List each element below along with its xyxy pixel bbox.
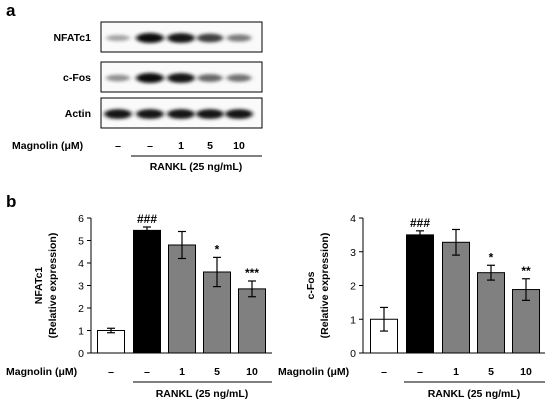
- x-tick-label: –: [144, 366, 150, 378]
- error-bar: [380, 306, 388, 332]
- bar: [133, 229, 161, 354]
- x-tick-label: 1: [453, 366, 459, 378]
- significance-marker: *: [215, 242, 220, 256]
- bar: [168, 244, 196, 354]
- blot-band: [197, 74, 223, 82]
- blot-band: [167, 33, 195, 43]
- bar: [442, 241, 470, 354]
- x-tick-label: 5: [488, 366, 494, 378]
- y-tick-label: 1: [350, 314, 356, 326]
- y-axis-label: c-Fos: [305, 271, 317, 299]
- blot-band: [167, 109, 195, 119]
- blot-3: Actin: [65, 97, 263, 129]
- panel-a-lane-labels: – – 1 5 10: [115, 140, 245, 152]
- blot-band: [196, 109, 224, 119]
- blot-band: [106, 34, 130, 42]
- bar: [406, 234, 434, 354]
- blot-band: [136, 73, 164, 83]
- y-axis-label-line-2: (Relative expression): [47, 233, 59, 339]
- lane-label: –: [115, 140, 121, 152]
- y-tick-label: 1: [78, 326, 84, 338]
- y-tick-label: 6: [78, 213, 84, 225]
- significance-marker: *: [489, 250, 494, 264]
- bar: [238, 288, 266, 354]
- y-axis-label-line-2: (Relative expression): [319, 233, 331, 339]
- y-tick-label: 0: [78, 348, 84, 360]
- significance-marker: ###: [410, 216, 430, 230]
- panel-a-letter: a: [6, 1, 16, 20]
- blot-label: NFATc1: [53, 32, 91, 44]
- error-bar: [213, 256, 221, 288]
- panel-b-rankl-label-right: RANKL (25 ng/mL): [428, 388, 521, 400]
- blot-band: [226, 34, 252, 42]
- lane-label: –: [147, 140, 153, 152]
- panel-b-treatment-label-left: Magnolin (μM): [6, 366, 77, 378]
- error-bar: [452, 228, 460, 256]
- error-bar: [248, 280, 256, 298]
- bar: [477, 272, 505, 354]
- nfatc1-bar-chart: 0 1 2 3 4 5 6 NFATc1 (Relative expression) – ### – 1…: [33, 212, 272, 378]
- panel-b-letter: b: [6, 192, 16, 211]
- y-tick-label: 4: [78, 258, 84, 270]
- blot-band: [196, 33, 224, 43]
- significance-marker: ***: [245, 266, 259, 280]
- lane-label: 1: [178, 140, 184, 152]
- error-bar: [178, 230, 186, 260]
- y-tick-label: 4: [350, 213, 356, 225]
- significance-marker: **: [521, 264, 531, 278]
- significance-marker: ###: [137, 212, 157, 226]
- lane-label: 5: [207, 140, 213, 152]
- blot-band: [136, 33, 164, 43]
- lane-label: 10: [233, 140, 245, 152]
- error-bar: [107, 327, 115, 334]
- blot-band: [104, 109, 132, 119]
- x-tick-label: 10: [520, 366, 532, 378]
- x-tick-label: 5: [214, 366, 220, 378]
- error-bar: [143, 226, 151, 235]
- c-fos-bar-chart: 0 1 2 3 4 c-Fos (Relative expression) – ### – 1 * 5 *…: [305, 213, 545, 378]
- y-tick-label: 3: [350, 247, 356, 259]
- blot-band: [105, 74, 131, 82]
- error-bar: [416, 230, 424, 240]
- y-axis-label: NFATc1: [33, 267, 45, 305]
- blot-2: c-Fos: [63, 61, 263, 93]
- y-tick-label: 0: [350, 348, 356, 360]
- error-bar: [522, 278, 530, 301]
- x-tick-label: –: [417, 366, 423, 378]
- x-tick-label: –: [108, 366, 114, 378]
- x-tick-label: 1: [179, 366, 185, 378]
- blot-label: Actin: [65, 108, 91, 120]
- blot-label: c-Fos: [63, 72, 91, 84]
- y-tick-label: 2: [350, 281, 356, 293]
- x-tick-label: 10: [246, 366, 258, 378]
- blot-band: [226, 74, 252, 82]
- y-tick-label: 2: [78, 303, 84, 315]
- blot-1: NFATc1: [53, 21, 263, 53]
- bar: [97, 330, 125, 354]
- y-tick-label: 5: [78, 236, 84, 248]
- x-tick-label: –: [381, 366, 387, 378]
- panel-a-treatment-label: Magnolin (μM): [12, 140, 83, 152]
- blot-band: [225, 109, 253, 119]
- error-bar: [487, 264, 495, 281]
- panel-b-treatment-label-right: Magnolin (μM): [278, 366, 349, 378]
- blot-band: [167, 73, 195, 83]
- y-tick-label: 3: [78, 281, 84, 293]
- blot-band: [136, 109, 164, 119]
- panel-b-rankl-label-left: RANKL (25 ng/mL): [156, 388, 249, 400]
- panel-a-rankl-label: RANKL (25 ng/mL): [150, 161, 243, 173]
- western-blot-group: NFATc1 c-Fos Actin: [53, 21, 263, 129]
